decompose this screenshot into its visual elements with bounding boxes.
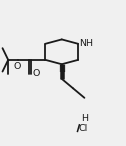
- Text: O: O: [13, 62, 21, 71]
- Text: NH: NH: [79, 39, 93, 48]
- Text: N: N: [58, 65, 65, 74]
- Text: O: O: [32, 68, 40, 78]
- Text: Cl: Cl: [78, 124, 87, 133]
- Text: H: H: [81, 114, 88, 123]
